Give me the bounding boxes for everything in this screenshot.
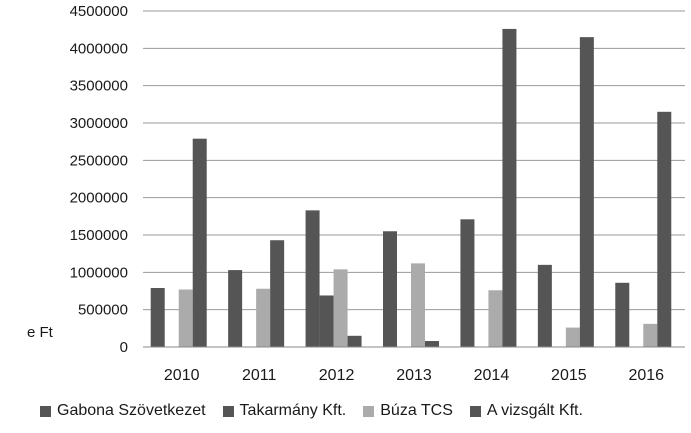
bar-2016-series-0 [615, 282, 630, 347]
bar-2010-series-0 [150, 288, 165, 347]
y-tick-label: 2000000 [70, 190, 128, 207]
bar-2011-series-2 [256, 288, 271, 347]
legend-label: Takarmány Kft. [239, 402, 347, 419]
bar-2015-series-3 [579, 37, 594, 348]
y-tick-label: 4500000 [70, 3, 128, 20]
bar-2012-series-0 [305, 210, 320, 347]
legend-item-buza: Búza TCS [363, 402, 453, 420]
bar-2014-series-3 [502, 28, 517, 347]
legend-swatch [40, 405, 51, 417]
bar-2015-series-2 [565, 327, 580, 347]
bar-2012-series-2 [333, 269, 348, 347]
y-tick-label: 3500000 [70, 78, 128, 95]
bar-2014-series-2 [488, 290, 503, 347]
bar-2010-series-2 [178, 289, 193, 347]
bars [150, 28, 672, 348]
legend-item-gabona: Gabona Szövetkezet [40, 402, 206, 420]
y-tick-label: 2500000 [70, 152, 128, 169]
bar-2016-series-3 [657, 111, 672, 347]
x-tick-label-2014: 2014 [474, 367, 510, 384]
bar-2011-series-0 [228, 270, 243, 347]
legend-item-vizsgalt: A vizsgált Kft. [469, 402, 583, 420]
x-tick-label-2012: 2012 [319, 367, 355, 384]
bar-2014-series-0 [460, 219, 475, 347]
bar-2012-series-1 [319, 295, 334, 347]
legend-label: Búza TCS [380, 402, 453, 419]
bar-2013-series-2 [411, 263, 425, 347]
bar-2010-series-3 [192, 138, 207, 347]
y-axis-unit-label: e Ft [27, 324, 54, 341]
y-tick-label: 500000 [78, 302, 128, 319]
legend-label: Gabona Szövetkezet [57, 402, 206, 419]
x-tick-label-2013: 2013 [396, 367, 432, 384]
legend-swatch [363, 405, 375, 417]
bar-2011-series-3 [270, 240, 285, 347]
y-tick-label: 1500000 [70, 227, 128, 244]
y-tick-label: 1000000 [70, 264, 128, 281]
legend-swatch [469, 405, 481, 417]
y-tick-label: 0 [120, 339, 128, 356]
bar-2012-series-3 [347, 335, 362, 347]
y-tick-label: 3000000 [70, 115, 128, 132]
x-tick-label-2015: 2015 [551, 367, 587, 384]
legend: Gabona Szövetkezet Takarmány Kft. Búza T… [40, 402, 600, 420]
bar-2013-series-0 [383, 231, 397, 347]
bar-2015-series-0 [537, 264, 552, 347]
bar-2016-series-2 [643, 323, 658, 347]
legend-swatch [222, 405, 234, 417]
x-tick-label-2011: 2011 [242, 367, 277, 384]
bar-2013-series-3 [425, 341, 439, 347]
chart: 0 500000 1000000 1500000 2000000 2500000 30000… [27, 3, 685, 384]
x-tick-label-2016: 2016 [628, 367, 664, 384]
y-axis-ticks: 0 500000 1000000 1500000 2000000 2500000 30000… [70, 3, 128, 356]
legend-label: A vizsgált Kft. [486, 402, 583, 419]
x-axis-ticks: 2010 2011 2012 2013 2014 2015 2016 [164, 367, 664, 384]
x-tick-label-2010: 2010 [164, 367, 200, 384]
y-tick-label: 4000000 [70, 40, 128, 57]
legend-item-takarmany: Takarmány Kft. [222, 402, 347, 420]
